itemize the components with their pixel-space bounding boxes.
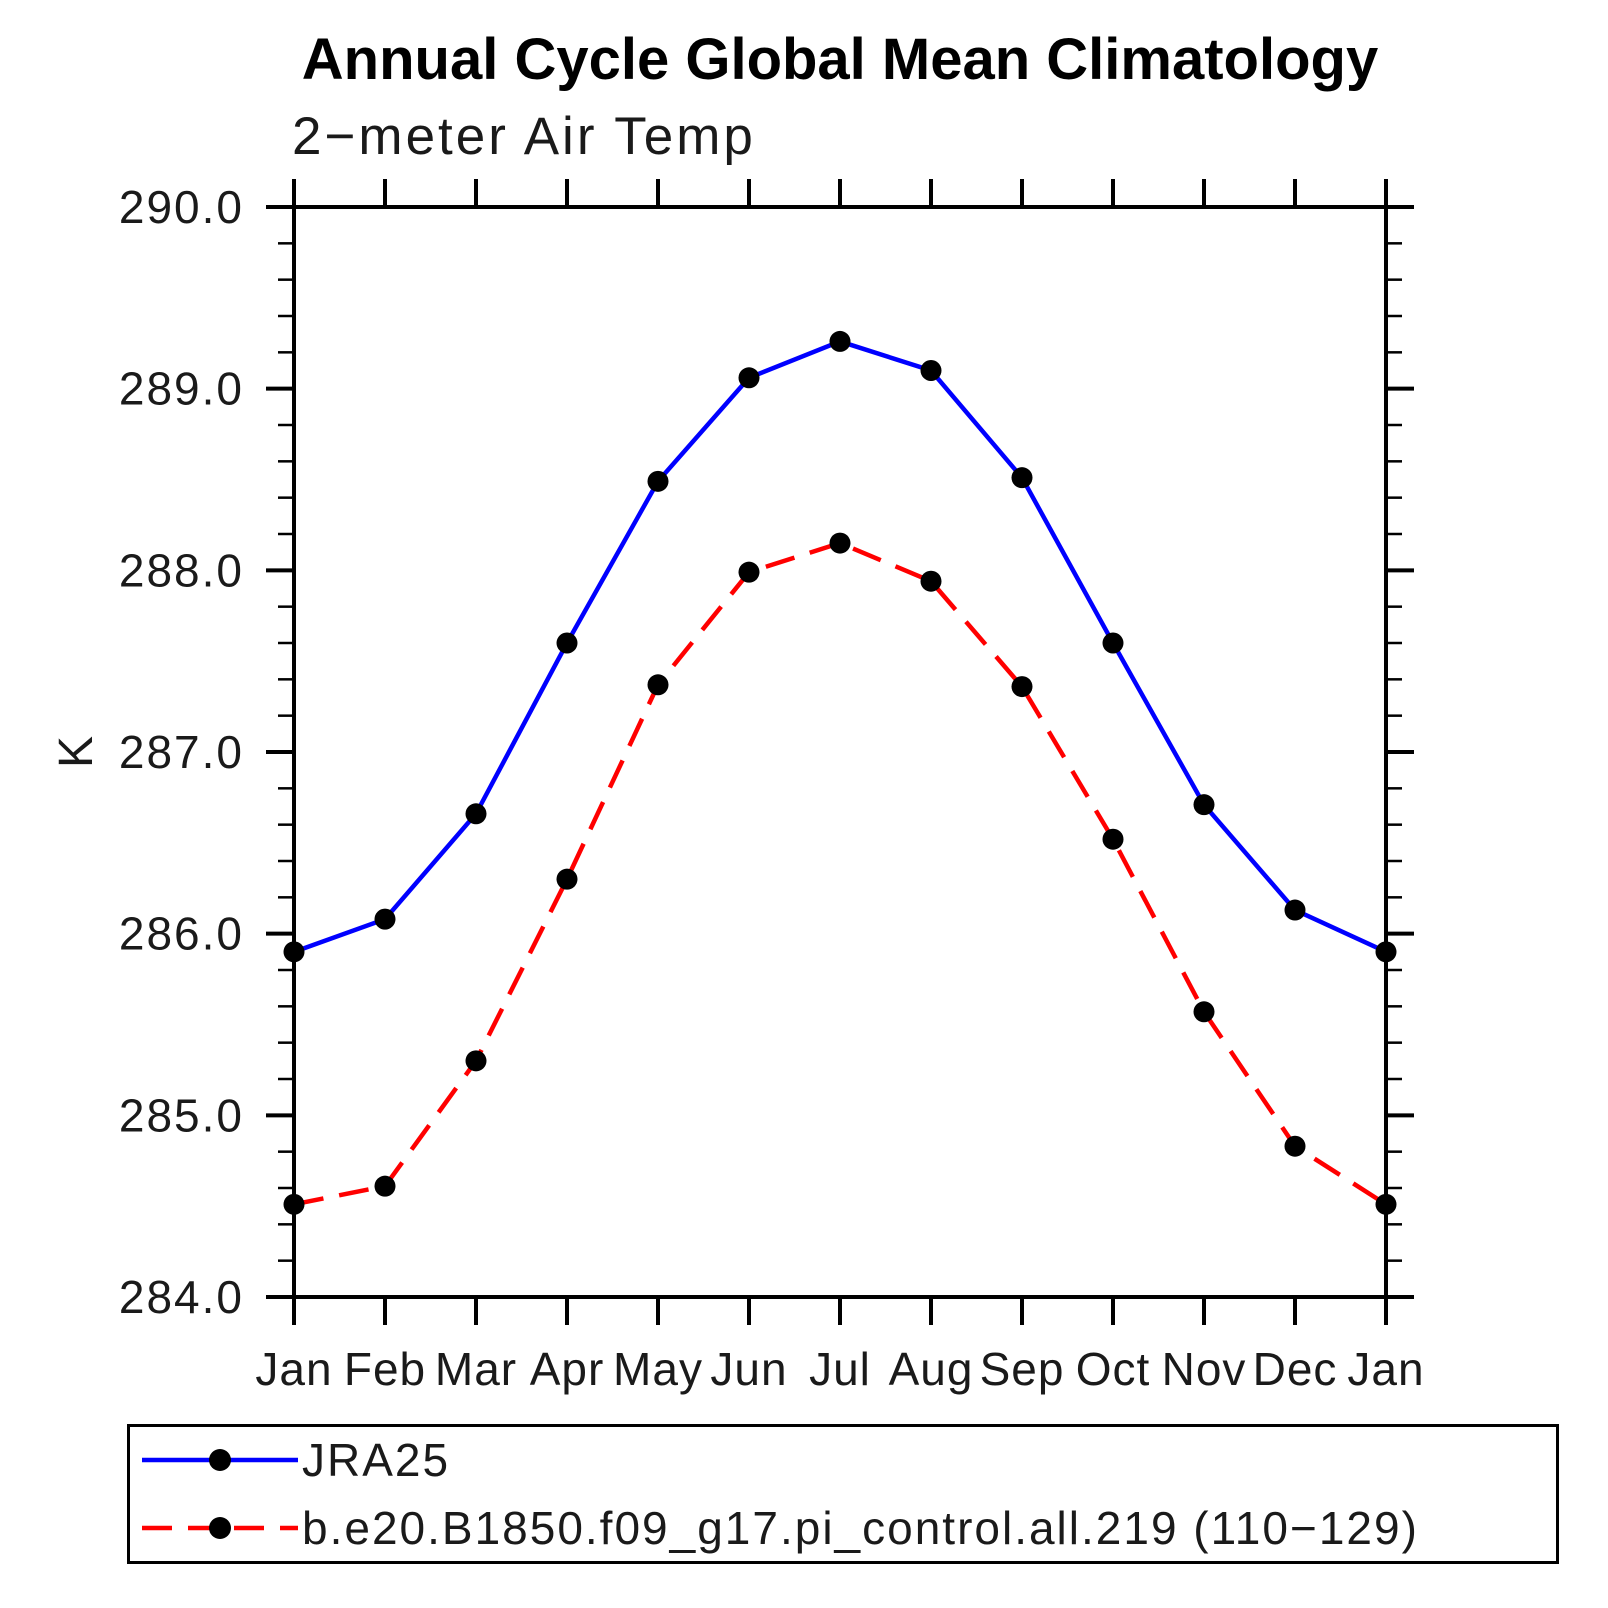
data-point [374,908,396,930]
data-point [465,803,487,825]
x-tick-label: Mar [435,1343,517,1395]
legend-item-jra25: JRA25 [136,1433,1556,1487]
data-point [829,532,851,554]
data-point [1193,1001,1215,1023]
data-point [556,632,578,654]
series-markers-0 [283,330,1397,963]
series-jra25 [293,339,1387,954]
data-point [1375,941,1397,963]
x-tick-label: Oct [1076,1343,1151,1395]
data-point [920,360,942,381]
legend-item-model: b.e20.B1850.f09_g17.pi_control.all.219 (… [136,1501,1556,1555]
x-tick-label: Feb [344,1343,426,1395]
x-tick-label: Sep [980,1343,1065,1395]
x-tick-label: Jan [1347,1343,1424,1395]
series-line [293,339,1387,954]
series-line [293,540,1388,1207]
chart-title: Annual Cycle Global Mean Climatology [301,27,1379,92]
x-tick-label: Jul [809,1343,871,1395]
x-axis-ticks: Jan Feb Mar Apr May Jun Jul Aug Sep Oct Nov Dec Jan [255,179,1424,1395]
data-point [1284,899,1306,921]
y-tick-label: 286.0 [119,908,244,960]
data-point [374,1175,396,1197]
legend-label: b.e20.B1850.f09_g17.pi_control.all.219 (… [302,1502,1419,1554]
series-markers-1 [283,532,1397,1215]
legend-key-line-0 [142,1449,298,1471]
data-point [1375,1193,1397,1215]
data-point [556,868,578,890]
x-tick-label: Nov [1162,1343,1247,1395]
data-point [647,674,669,696]
data-point [920,570,942,592]
data-point [1102,632,1124,654]
x-tick-label: Dec [1253,1343,1338,1395]
y-tick-label: 285.0 [119,1089,244,1141]
series-model [293,540,1388,1207]
legend-marker-dot [209,1449,231,1471]
x-tick-label: Jan [255,1343,332,1395]
data-point [1011,467,1033,489]
legend-key-line-1 [142,1517,298,1539]
data-point [1284,1135,1306,1157]
y-tick-label: 284.0 [119,1271,244,1323]
x-tick-label: Apr [530,1343,605,1395]
legend-label: JRA25 [302,1434,451,1486]
data-point [738,561,760,583]
x-tick-label: May [613,1343,703,1395]
data-point [1193,794,1215,816]
y-tick-label: 289.0 [119,363,244,415]
data-point [283,1193,305,1215]
data-point [738,367,760,389]
data-point [829,330,851,352]
x-tick-label: Jun [710,1343,787,1395]
legend-marker-dot [209,1517,231,1539]
y-tick-label: 290.0 [119,181,244,233]
data-point [283,941,305,963]
chart-subtitle: 2−meter Air Temp [292,107,756,166]
axis-box [292,205,1388,1299]
data-point [465,1050,487,1072]
data-point [647,470,669,492]
legend-box: JRA25 b.e20.B1850.f09_g17.pi_control.all… [127,1424,1559,1564]
data-point [1011,676,1033,698]
y-axis-ticks: 284.0 285.0 286.0 287.0 288.0 289.0 290.0 [119,181,1414,1323]
y-tick-label: 288.0 [119,544,244,596]
y-tick-label: 287.0 [119,726,244,778]
x-tick-label: Aug [889,1343,974,1395]
data-point [1102,828,1124,850]
